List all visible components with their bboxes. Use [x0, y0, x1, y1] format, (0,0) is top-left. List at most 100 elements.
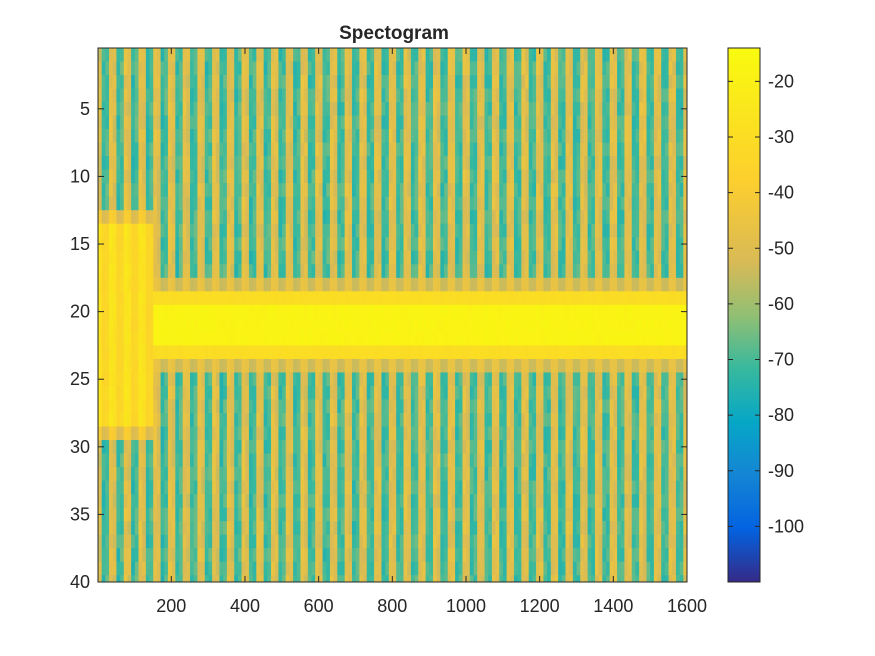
heatmap-cell: [293, 88, 298, 103]
heatmap-cell: [204, 169, 209, 184]
heatmap-cell: [495, 183, 500, 198]
heatmap-cell: [219, 156, 224, 171]
heatmap-cell: [432, 318, 438, 333]
heatmap-cell: [683, 196, 687, 211]
heatmap-cell: [539, 304, 544, 319]
heatmap-cell: [219, 75, 224, 89]
heatmap-cell: [532, 413, 537, 427]
heatmap-cell: [337, 115, 342, 130]
heatmap-cell: [127, 223, 132, 238]
heatmap-cell: [237, 358, 242, 373]
heatmap-cell: [598, 142, 603, 157]
heatmap-cell: [399, 237, 404, 252]
heatmap-cell: [278, 358, 283, 373]
heatmap-cell: [311, 210, 316, 225]
heatmap-cell: [178, 210, 184, 225]
heatmap-cell: [234, 183, 239, 198]
heatmap-cell: [407, 399, 412, 414]
heatmap-cell: [333, 88, 338, 103]
heatmap-cell: [396, 129, 401, 144]
heatmap-cell: [657, 440, 662, 454]
heatmap-cell: [241, 156, 246, 171]
heatmap-cell: [120, 75, 125, 89]
heatmap-cell: [352, 277, 357, 292]
heatmap-cell: [149, 169, 154, 184]
heatmap-cell: [337, 264, 342, 279]
heatmap-cell: [550, 223, 555, 238]
heatmap-cell: [105, 372, 110, 387]
heatmap-cell: [583, 426, 588, 441]
heatmap-cell: [267, 237, 272, 252]
heatmap-cell: [591, 453, 596, 468]
heatmap-cell: [477, 129, 482, 144]
heatmap-cell: [329, 399, 334, 414]
heatmap-cell: [226, 169, 231, 184]
heatmap-cell: [142, 115, 147, 130]
heatmap-cell: [558, 115, 563, 130]
heatmap-cell: [495, 372, 500, 387]
heatmap-cell: [123, 61, 128, 76]
heatmap-cell: [624, 223, 629, 238]
heatmap-cell: [315, 399, 320, 414]
heatmap-cell: [536, 129, 541, 144]
heatmap-cell: [661, 304, 666, 319]
heatmap-cell: [160, 413, 165, 427]
heatmap-cell: [201, 115, 206, 130]
heatmap-cell: [495, 75, 500, 89]
heatmap-cell: [550, 399, 555, 414]
heatmap-cell: [583, 453, 588, 468]
heatmap-cell: [212, 129, 217, 144]
heatmap-cell: [580, 48, 585, 62]
heatmap-cell: [583, 277, 588, 292]
heatmap-cell: [432, 196, 438, 211]
heatmap-cell: [628, 277, 633, 292]
heatmap-cell: [241, 169, 246, 184]
heatmap-cell: [672, 453, 677, 468]
heatmap-cell: [149, 345, 154, 360]
heatmap-cell: [212, 210, 217, 225]
heatmap-cell: [138, 413, 143, 427]
heatmap-cell: [142, 426, 147, 441]
heatmap-cell: [455, 358, 460, 373]
heatmap-cell: [403, 75, 408, 89]
heatmap-cell: [561, 156, 566, 171]
heatmap-cell: [98, 264, 103, 279]
heatmap-cell: [120, 291, 125, 306]
heatmap-cell: [263, 453, 268, 468]
heatmap-cell: [230, 318, 235, 333]
heatmap-cell: [447, 385, 452, 400]
heatmap-cell: [160, 453, 165, 468]
heatmap-cell: [480, 156, 485, 171]
heatmap-cell: [256, 277, 261, 292]
heatmap-cell: [565, 304, 570, 319]
heatmap-cell: [525, 115, 530, 130]
heatmap-cell: [223, 129, 228, 144]
heatmap-cell: [123, 196, 128, 211]
heatmap-cell: [646, 250, 651, 265]
heatmap-cell: [550, 264, 555, 279]
heatmap-cell: [329, 196, 334, 211]
heatmap-cell: [477, 223, 482, 238]
heatmap-cell: [340, 345, 346, 360]
heatmap-cell: [403, 48, 408, 62]
heatmap-cell: [635, 426, 640, 441]
heatmap-cell: [532, 264, 537, 279]
heatmap-cell: [127, 264, 132, 279]
heatmap-cell: [410, 250, 415, 265]
heatmap-cell: [329, 291, 334, 306]
heatmap-cell: [105, 385, 110, 400]
heatmap-cell: [399, 372, 404, 387]
heatmap-cell: [267, 88, 272, 103]
heatmap-cell: [609, 372, 614, 387]
heatmap-cell: [123, 142, 128, 157]
heatmap-cell: [98, 250, 103, 265]
heatmap-cell: [138, 237, 143, 252]
heatmap-cell: [558, 223, 563, 238]
heatmap-cell: [447, 102, 452, 116]
heatmap-cell: [598, 304, 603, 319]
heatmap-cell: [116, 291, 121, 306]
heatmap-cell: [241, 129, 246, 144]
heatmap-cell: [679, 115, 684, 130]
heatmap-cell: [539, 331, 544, 346]
heatmap-cell: [359, 331, 364, 346]
